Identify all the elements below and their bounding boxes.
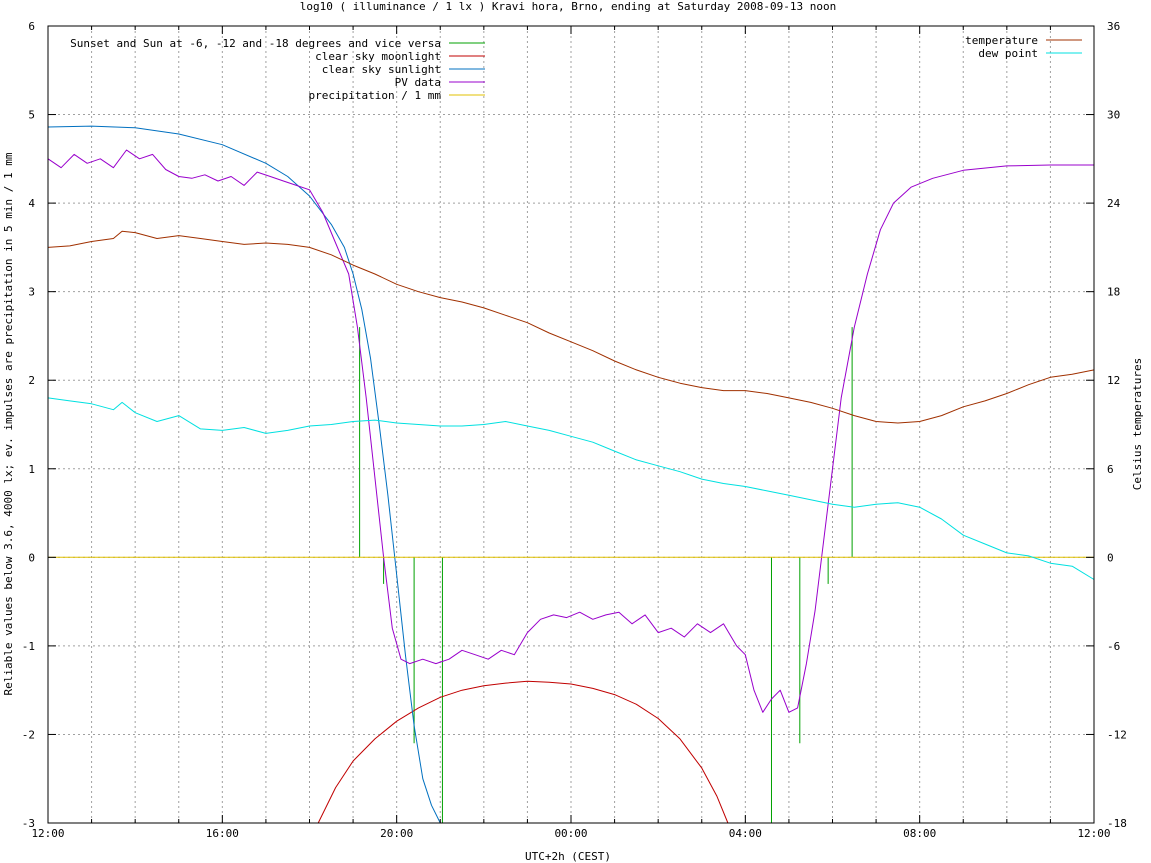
chart-title: log10 ( illuminance / 1 lx ) Kravi hora,… bbox=[300, 0, 836, 13]
y-tick-label: 0 bbox=[28, 551, 35, 564]
y-tick-label: -1 bbox=[22, 640, 35, 653]
y2-tick-label: -12 bbox=[1107, 728, 1127, 741]
y-tick-label: 6 bbox=[28, 20, 35, 33]
legend-label: temperature bbox=[965, 34, 1038, 47]
dew-point-line bbox=[47, 397, 1095, 580]
clear-sky-sunlight-line bbox=[47, 125, 441, 824]
series-group bbox=[47, 125, 1095, 824]
y2-tick-label: 36 bbox=[1107, 20, 1120, 33]
x-tick-label: 20:00 bbox=[380, 827, 413, 840]
clear-sky-moonlight-line bbox=[317, 680, 729, 824]
y-tick-label: 3 bbox=[28, 286, 35, 299]
x-tick-label: 00:00 bbox=[554, 827, 587, 840]
legend-label: Sunset and Sun at -6, -12 and -18 degree… bbox=[70, 37, 441, 50]
y2-tick-label: 6 bbox=[1107, 463, 1114, 476]
y2-axis-label: Celsius temperatures bbox=[1131, 358, 1144, 490]
y2-tick-label: 0 bbox=[1107, 551, 1114, 564]
y2-tick-label: 24 bbox=[1107, 197, 1121, 210]
temperature-line bbox=[47, 230, 1095, 424]
pv-data-line bbox=[47, 149, 1094, 713]
x-tick-label: 16:00 bbox=[206, 827, 239, 840]
y-tick-label: -2 bbox=[22, 728, 35, 741]
x-tick-label: 08:00 bbox=[903, 827, 936, 840]
legend: Sunset and Sun at -6, -12 and -18 degree… bbox=[70, 34, 1082, 102]
legend-label: dew point bbox=[978, 47, 1038, 60]
x-tick-label: 12:00 bbox=[1077, 827, 1110, 840]
y-tick-label: -3 bbox=[22, 817, 35, 830]
y2-tick-label: 30 bbox=[1107, 109, 1120, 122]
grid-lines bbox=[48, 26, 1094, 823]
y2-tick-label: 12 bbox=[1107, 374, 1120, 387]
x-axis-label: UTC+2h (CEST) bbox=[525, 850, 611, 863]
y-tick-label: 2 bbox=[28, 374, 35, 387]
x-tick-label: 04:00 bbox=[729, 827, 762, 840]
y-tick-label: 1 bbox=[28, 463, 35, 476]
legend-label: PV data bbox=[395, 76, 441, 89]
plot-frame bbox=[47, 25, 1095, 824]
y-tick-label: 5 bbox=[28, 109, 35, 122]
y2-tick-label: -18 bbox=[1107, 817, 1127, 830]
legend-label: precipitation / 1 mm bbox=[309, 89, 442, 102]
legend-label: clear sky moonlight bbox=[315, 50, 441, 63]
y-axis-label: Reliable values below 3.6, 4000 lx; ev. … bbox=[2, 152, 15, 695]
legend-label: clear sky sunlight bbox=[322, 63, 441, 76]
y-tick-label: 4 bbox=[28, 197, 35, 210]
x-tick-label: 12:00 bbox=[31, 827, 64, 840]
y2-tick-label: 18 bbox=[1107, 286, 1120, 299]
y2-tick-label: -6 bbox=[1107, 640, 1120, 653]
axis-ticks: 12:00 16:00 20:00 00:00 04:00 08:00 12:00-3-2-… bbox=[22, 20, 1127, 840]
